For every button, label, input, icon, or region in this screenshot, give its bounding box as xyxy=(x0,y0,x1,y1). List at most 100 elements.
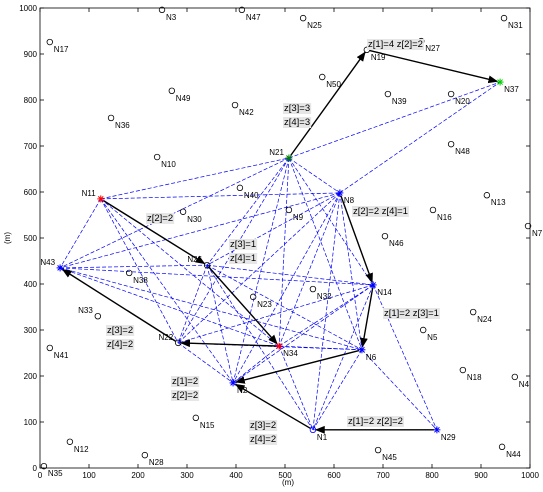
node-marker xyxy=(434,426,440,433)
node: N21 xyxy=(269,148,293,162)
annotation: z[2]=2 z[4]=1 xyxy=(353,206,408,217)
link xyxy=(177,265,208,344)
node-marker xyxy=(359,346,365,353)
link xyxy=(206,157,290,266)
node-marker xyxy=(158,6,166,14)
points: N1 N2 N3 N4 N5 N6 N7 N8 N9 N10 N11 N12 N13 N14 N15 N16 N… xyxy=(40,6,543,478)
annotation: z[1]=4 z[2]=2 xyxy=(368,39,423,50)
x-tick-label: 1000 xyxy=(521,471,539,480)
node-label: N1 xyxy=(317,433,328,442)
node: N9 xyxy=(285,206,304,222)
y-tick-label: 800 xyxy=(24,96,38,105)
node-marker xyxy=(46,344,53,352)
annotation-box xyxy=(249,434,278,445)
annotation-box xyxy=(106,339,135,350)
y-axis-label: (m) xyxy=(3,232,12,244)
node: N15 xyxy=(192,414,215,430)
node-marker xyxy=(524,222,532,230)
node: N34 xyxy=(275,342,298,358)
node-marker xyxy=(419,326,427,334)
node: N16 xyxy=(429,206,452,222)
link xyxy=(339,192,363,350)
link xyxy=(177,192,341,344)
node-marker xyxy=(107,114,115,122)
node-label: N36 xyxy=(115,121,130,130)
node-label: N32 xyxy=(317,292,332,301)
node-marker xyxy=(381,232,389,240)
x-tick-label: 0 xyxy=(38,471,43,480)
node: N45 xyxy=(374,446,397,462)
annotations: z[1]=4 z[2]=2 z[3]=3 z[4]=3 z[2]=2 z[4]=… xyxy=(106,39,440,445)
node-marker xyxy=(309,426,317,434)
route-arrow xyxy=(340,195,373,284)
link xyxy=(100,157,289,200)
annotation: z[4]=2 xyxy=(250,434,276,445)
link xyxy=(279,345,362,351)
node-marker xyxy=(94,313,102,320)
annotation: z[4]=1 xyxy=(230,253,256,264)
node-marker xyxy=(285,206,293,214)
annotation-box xyxy=(249,420,278,431)
node-label: N11 xyxy=(82,189,97,198)
x-tick-label: 500 xyxy=(278,471,292,480)
node: N47 xyxy=(238,6,261,22)
node-marker xyxy=(370,282,377,288)
node-marker xyxy=(276,343,282,349)
node: N13 xyxy=(483,192,506,207)
route-arrow xyxy=(180,339,277,348)
annotation-box xyxy=(347,416,404,427)
node-label: N47 xyxy=(246,13,261,22)
link xyxy=(100,198,179,344)
link xyxy=(60,264,208,269)
link xyxy=(59,267,363,351)
node: N33 xyxy=(78,306,102,320)
node-label: N29 xyxy=(441,433,456,442)
annotation-box xyxy=(171,376,200,387)
route-arrow xyxy=(208,266,278,345)
node-label: N9 xyxy=(293,213,304,222)
node-marker xyxy=(309,285,317,293)
node-marker xyxy=(511,373,519,381)
node: N41 xyxy=(46,344,69,360)
node: N46 xyxy=(381,232,404,248)
link xyxy=(339,81,501,194)
link xyxy=(177,342,234,384)
x-tick-label: 600 xyxy=(327,471,341,480)
node: N49 xyxy=(168,87,191,103)
annotation: z[3]=2 xyxy=(107,325,133,336)
node-marker xyxy=(447,140,455,148)
node: N23 xyxy=(249,293,272,309)
node-marker xyxy=(141,451,149,459)
link xyxy=(206,265,234,383)
node-label: N44 xyxy=(506,450,521,459)
node-label: N49 xyxy=(176,94,191,103)
node-label: N50 xyxy=(326,80,341,89)
node: N35 xyxy=(40,462,63,478)
node-marker xyxy=(238,6,246,14)
node: N2 xyxy=(229,379,248,395)
node-marker xyxy=(125,269,133,277)
link xyxy=(278,345,314,430)
node: N37 xyxy=(496,78,519,94)
node-marker xyxy=(97,196,104,202)
node-label: N17 xyxy=(54,45,69,54)
link xyxy=(288,81,501,159)
node: N18 xyxy=(459,366,482,382)
y-tick-label: 700 xyxy=(24,142,38,151)
annotation: z[4]=2 xyxy=(107,339,133,350)
link xyxy=(207,264,374,286)
node: N11 xyxy=(82,189,105,203)
node-marker xyxy=(497,79,503,85)
node: N12 xyxy=(66,438,89,454)
annotation-box xyxy=(171,390,200,401)
link xyxy=(361,349,438,431)
node-label: N22 xyxy=(158,333,173,342)
node-marker xyxy=(174,339,182,347)
link xyxy=(278,284,374,347)
node: N8 xyxy=(336,189,355,205)
node-label: N42 xyxy=(239,108,254,117)
node-label: N6 xyxy=(366,353,377,362)
node-marker xyxy=(168,87,176,94)
node: N14 xyxy=(369,281,392,297)
